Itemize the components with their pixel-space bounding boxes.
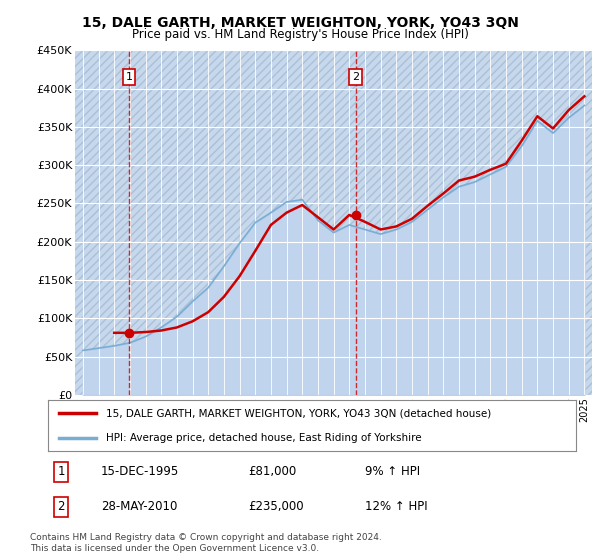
Text: HPI: Average price, detached house, East Riding of Yorkshire: HPI: Average price, detached house, East… bbox=[106, 433, 422, 443]
Text: Price paid vs. HM Land Registry's House Price Index (HPI): Price paid vs. HM Land Registry's House … bbox=[131, 28, 469, 41]
Text: 15-DEC-1995: 15-DEC-1995 bbox=[101, 465, 179, 478]
Text: 9% ↑ HPI: 9% ↑ HPI bbox=[365, 465, 420, 478]
Text: £235,000: £235,000 bbox=[248, 500, 304, 514]
Text: 12% ↑ HPI: 12% ↑ HPI bbox=[365, 500, 427, 514]
Text: 28-MAY-2010: 28-MAY-2010 bbox=[101, 500, 177, 514]
Text: Contains HM Land Registry data © Crown copyright and database right 2024.
This d: Contains HM Land Registry data © Crown c… bbox=[30, 533, 382, 553]
Text: 1: 1 bbox=[125, 72, 133, 82]
Text: 15, DALE GARTH, MARKET WEIGHTON, YORK, YO43 3QN (detached house): 15, DALE GARTH, MARKET WEIGHTON, YORK, Y… bbox=[106, 408, 491, 418]
Text: 2: 2 bbox=[352, 72, 359, 82]
Text: 15, DALE GARTH, MARKET WEIGHTON, YORK, YO43 3QN: 15, DALE GARTH, MARKET WEIGHTON, YORK, Y… bbox=[82, 16, 518, 30]
Text: £81,000: £81,000 bbox=[248, 465, 297, 478]
Text: 1: 1 bbox=[58, 465, 65, 478]
Text: 2: 2 bbox=[58, 500, 65, 514]
